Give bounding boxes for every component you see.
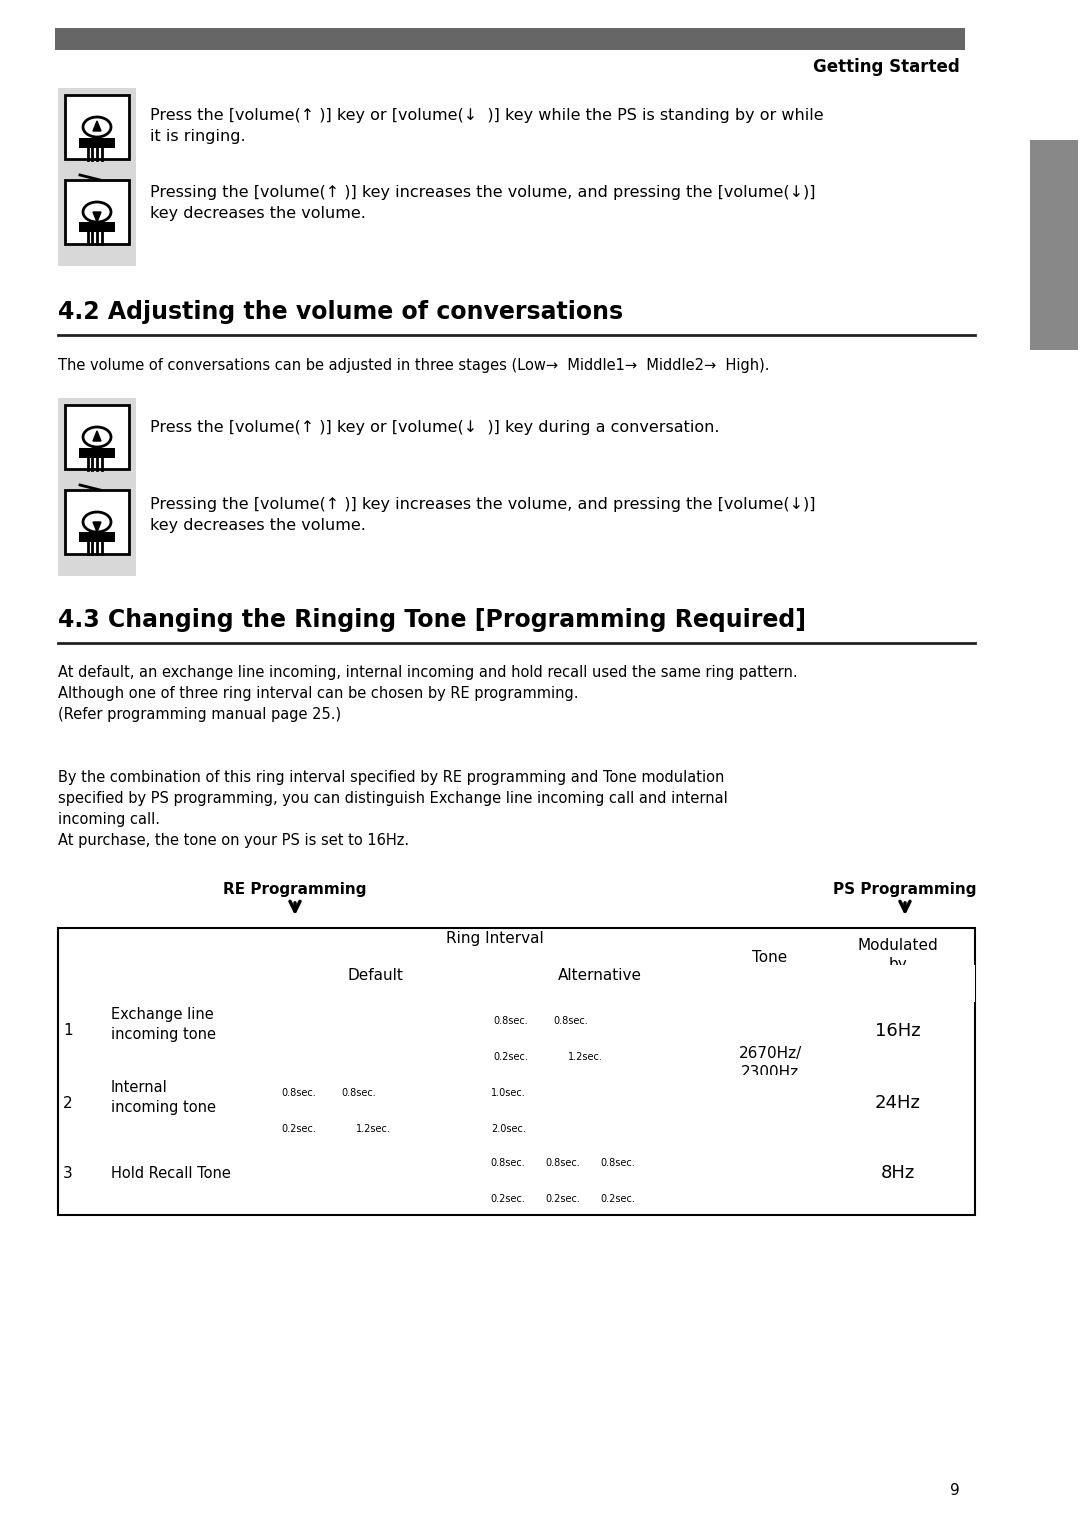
Text: 0.8sec.: 0.8sec. — [492, 1015, 528, 1025]
Bar — [79, 221, 114, 232]
Text: RE Programming: RE Programming — [224, 882, 367, 897]
Text: 2.0sec.: 2.0sec. — [491, 1125, 526, 1134]
Bar — [79, 137, 114, 148]
Bar — [65, 95, 129, 159]
Bar — [55, 27, 966, 50]
Text: At default, an exchange line incoming, internal incoming and hold recall used th: At default, an exchange line incoming, i… — [58, 665, 798, 722]
Text: By the combination of this ring interval specified by RE programming and Tone mo: By the combination of this ring interval… — [58, 771, 728, 848]
Bar — [58, 928, 975, 1215]
Text: 3: 3 — [63, 1166, 72, 1181]
Text: Getting Started: Getting Started — [813, 58, 960, 76]
Text: 1.2sec.: 1.2sec. — [568, 1051, 603, 1062]
Text: Pressing the [volume(↑ )] key increases the volume, and pressing the [volume(↓)]: Pressing the [volume(↑ )] key increases … — [150, 185, 815, 221]
Text: 0.8sec.: 0.8sec. — [545, 1158, 580, 1169]
Text: 1.2sec.: 1.2sec. — [356, 1125, 391, 1134]
Ellipse shape — [83, 427, 111, 447]
Text: Press the [volume(↑ )] key or [volume(↓  )] key while the PS is standing by or w: Press the [volume(↑ )] key or [volume(↓ … — [150, 108, 824, 143]
Bar — [79, 449, 114, 458]
Text: Press the [volume(↑ )] key or [volume(↓  )] key during a conversation.: Press the [volume(↑ )] key or [volume(↓ … — [150, 420, 719, 435]
Text: 0.8sec.: 0.8sec. — [490, 1158, 525, 1169]
Polygon shape — [93, 121, 102, 131]
Text: 2: 2 — [63, 1096, 72, 1111]
Text: 0.2sec.: 0.2sec. — [545, 1195, 580, 1204]
Text: Pressing the [volume(↑ )] key increases the volume, and pressing the [volume(↓)]: Pressing the [volume(↑ )] key increases … — [150, 497, 815, 533]
Polygon shape — [93, 212, 102, 221]
Ellipse shape — [83, 201, 111, 221]
Text: Hold Recall Tone: Hold Recall Tone — [111, 1166, 231, 1181]
Ellipse shape — [83, 513, 111, 533]
Text: 0.2sec.: 0.2sec. — [600, 1195, 635, 1204]
Bar — [79, 533, 114, 542]
Text: Modulated
by: Modulated by — [858, 937, 937, 972]
Bar — [1030, 140, 1078, 349]
Bar — [720, 964, 975, 1003]
Text: 2670Hz/
2300Hz: 2670Hz/ 2300Hz — [739, 1045, 801, 1080]
Text: Tone: Tone — [753, 949, 787, 964]
Text: PS Programming: PS Programming — [834, 882, 976, 897]
Text: 9: 9 — [950, 1483, 960, 1499]
Text: Alternative: Alternative — [558, 967, 642, 983]
Text: Default: Default — [347, 967, 403, 983]
Text: 0.8sec.: 0.8sec. — [281, 1088, 315, 1099]
Text: Exchange line
incoming tone: Exchange line incoming tone — [111, 1007, 216, 1042]
Text: 0.8sec.: 0.8sec. — [553, 1015, 588, 1025]
Text: 1: 1 — [63, 1022, 72, 1038]
Ellipse shape — [83, 118, 111, 137]
Text: 4.3 Changing the Ringing Tone [Programming Required]: 4.3 Changing the Ringing Tone [Programmi… — [58, 607, 806, 632]
Bar — [65, 180, 129, 244]
Text: 1.0sec.: 1.0sec. — [491, 1088, 526, 1099]
Bar — [58, 398, 136, 575]
Text: 0.2sec.: 0.2sec. — [492, 1051, 528, 1062]
Bar — [65, 490, 129, 554]
Text: Internal
incoming tone: Internal incoming tone — [111, 1080, 216, 1116]
Polygon shape — [93, 522, 102, 533]
Text: 16Hz: 16Hz — [875, 1021, 920, 1039]
Bar — [65, 404, 129, 468]
Text: 0.2sec.: 0.2sec. — [490, 1195, 525, 1204]
Polygon shape — [93, 430, 102, 441]
Text: 8Hz: 8Hz — [880, 1164, 915, 1183]
Text: The volume of conversations can be adjusted in three stages (Low→  Middle1→  Mid: The volume of conversations can be adjus… — [58, 359, 769, 372]
Text: 0.2sec.: 0.2sec. — [281, 1125, 315, 1134]
Text: 0.8sec.: 0.8sec. — [600, 1158, 635, 1169]
Bar — [720, 1074, 820, 1148]
Bar — [58, 89, 136, 266]
Text: 4.2 Adjusting the volume of conversations: 4.2 Adjusting the volume of conversation… — [58, 301, 623, 324]
Text: 0.8sec.: 0.8sec. — [341, 1088, 376, 1099]
Text: 24Hz: 24Hz — [875, 1094, 920, 1112]
Text: Ring Interval: Ring Interval — [446, 931, 544, 946]
